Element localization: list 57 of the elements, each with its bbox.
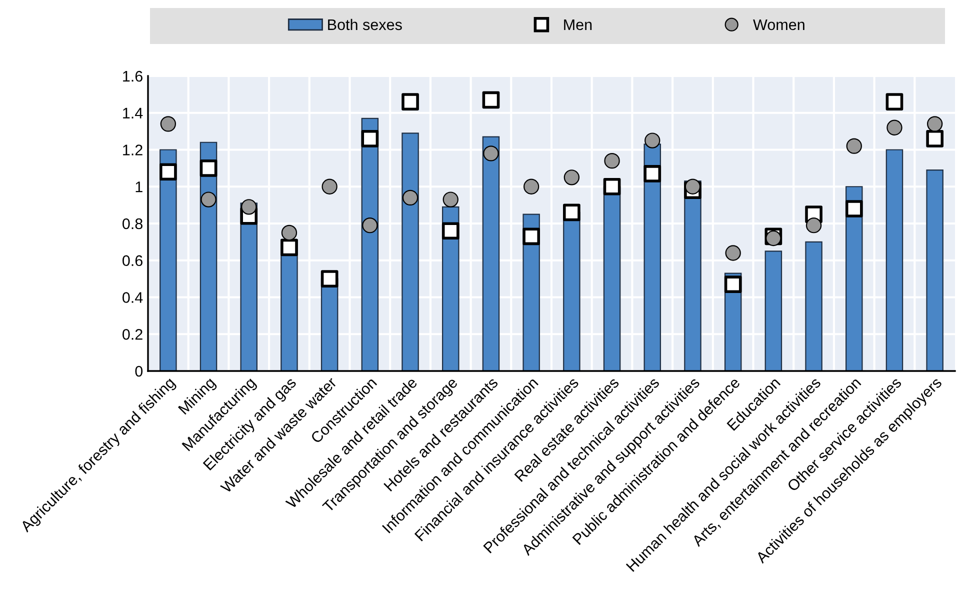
point bbox=[522, 228, 540, 246]
point bbox=[402, 93, 419, 110]
y-tick-label: 0.4 bbox=[122, 292, 143, 303]
point bbox=[160, 116, 176, 132]
point bbox=[806, 218, 822, 234]
point bbox=[362, 218, 378, 234]
point bbox=[603, 178, 621, 196]
point bbox=[320, 270, 338, 288]
point bbox=[200, 192, 216, 208]
y-tick-label: 1.4 bbox=[123, 108, 143, 118]
point bbox=[482, 91, 500, 109]
point bbox=[523, 178, 540, 194]
point bbox=[280, 238, 298, 256]
bar bbox=[482, 136, 500, 371]
point bbox=[402, 190, 418, 206]
y-tick-label: 0.2 bbox=[122, 328, 142, 340]
point bbox=[644, 132, 660, 148]
y-tick-label: 0.8 bbox=[122, 218, 142, 230]
y-tick-label: 1 bbox=[136, 182, 142, 192]
point bbox=[926, 130, 944, 148]
bar bbox=[846, 186, 863, 371]
y-tick-label: 0 bbox=[135, 366, 143, 377]
point bbox=[886, 120, 902, 136]
point bbox=[281, 224, 298, 241]
bar bbox=[644, 144, 661, 371]
point bbox=[160, 163, 177, 181]
point bbox=[361, 130, 379, 148]
legend-label: Women bbox=[753, 19, 804, 30]
legend-label: Men bbox=[564, 19, 592, 30]
y-tick-label: 1.6 bbox=[123, 70, 142, 82]
point bbox=[845, 200, 863, 218]
bar bbox=[684, 180, 702, 371]
point bbox=[483, 146, 499, 162]
legend-label: Both sexes bbox=[328, 18, 402, 30]
bar bbox=[402, 132, 419, 371]
point bbox=[926, 116, 943, 132]
y-tick-label: 1.2 bbox=[123, 144, 142, 156]
point bbox=[724, 276, 742, 294]
point bbox=[725, 245, 741, 261]
point bbox=[564, 170, 580, 186]
point bbox=[200, 160, 218, 177]
point bbox=[322, 178, 338, 194]
point bbox=[644, 165, 662, 182]
point bbox=[886, 93, 904, 110]
point bbox=[604, 152, 620, 169]
bar bbox=[160, 149, 177, 371]
point bbox=[442, 192, 458, 208]
y-tick-label: 0.6 bbox=[122, 255, 142, 266]
point bbox=[241, 199, 257, 215]
point bbox=[442, 222, 460, 240]
point bbox=[563, 204, 580, 222]
bar bbox=[764, 250, 782, 371]
bar bbox=[886, 149, 904, 371]
point bbox=[684, 178, 701, 194]
point bbox=[846, 138, 862, 154]
bar bbox=[805, 241, 822, 371]
bar bbox=[926, 169, 944, 371]
